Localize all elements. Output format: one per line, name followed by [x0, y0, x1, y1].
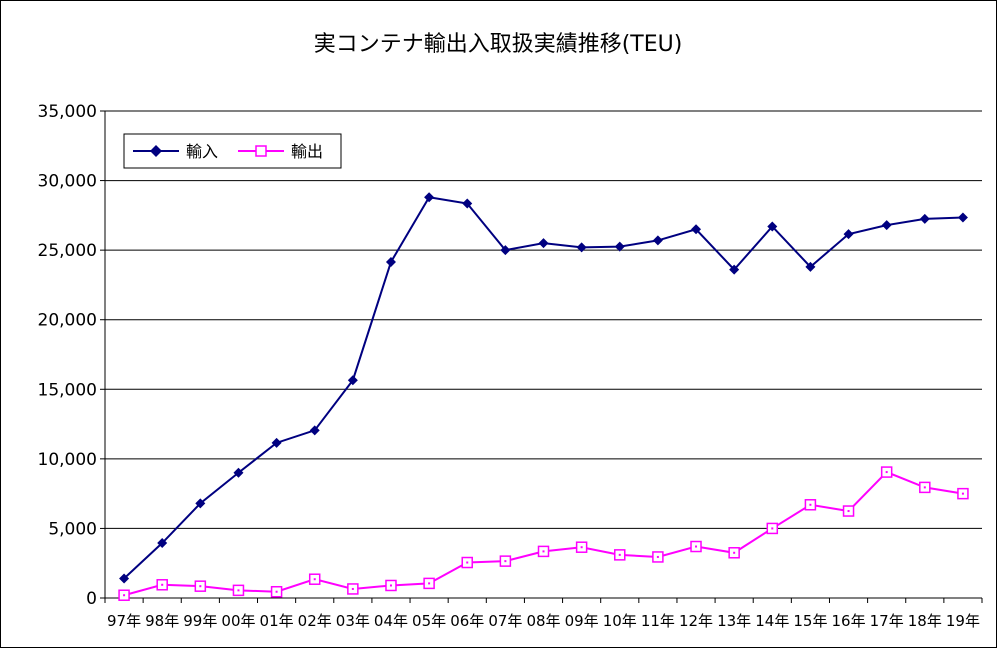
data-point-center: [771, 527, 774, 530]
data-point: [309, 425, 320, 436]
data-point-center: [656, 555, 659, 558]
data-point-center: [389, 584, 392, 587]
data-point: [881, 220, 892, 231]
data-point: [462, 198, 473, 209]
data-point: [424, 192, 435, 203]
y-tick-label: 20,000: [38, 311, 97, 331]
axes: [104, 111, 982, 599]
x-tick-label: 07年: [488, 612, 522, 630]
y-tick-label: 0: [86, 589, 97, 609]
data-point: [576, 242, 587, 253]
legend-marker-export: [255, 145, 267, 157]
data-point-center: [313, 578, 316, 581]
data-point-center: [733, 551, 736, 554]
data-point: [767, 221, 778, 232]
data-point: [233, 467, 244, 478]
data-point-center: [542, 550, 545, 553]
x-tick-label: 09年: [565, 612, 599, 630]
data-point-center: [695, 545, 698, 548]
y-tick-label: 35,000: [38, 102, 97, 122]
y-tick-label: 15,000: [38, 380, 97, 400]
legend: 輸入 輸出: [123, 133, 342, 169]
x-tick-label: 00年: [221, 612, 255, 630]
data-point-center: [123, 594, 126, 597]
data-point: [843, 229, 854, 240]
data-point: [157, 538, 168, 549]
series-lines: [118, 192, 969, 601]
x-tick-label: 13年: [717, 612, 751, 630]
data-point-center: [237, 589, 240, 592]
data-point-center: [809, 503, 812, 506]
data-point: [119, 573, 130, 584]
x-tick-label: 16年: [831, 612, 865, 630]
grid-lines: [105, 110, 982, 529]
legend-label-export: 輸出: [291, 142, 323, 161]
data-point: [347, 375, 358, 386]
data-point-center: [504, 560, 507, 563]
y-tick-label: 10,000: [38, 450, 97, 470]
x-tick-label: 03年: [336, 612, 370, 630]
x-tick-label: 98年: [145, 612, 179, 630]
data-point: [805, 261, 816, 272]
x-tick-label: 18年: [908, 612, 942, 630]
x-tick-label: 11年: [641, 612, 675, 630]
data-point-center: [161, 583, 164, 586]
x-tick-label: 14年: [755, 612, 789, 630]
data-point-center: [351, 587, 354, 590]
x-axis-ticks: 97年 98年 99年 00年 01年 02年 03年 04年 05年 06年 07年 08年 09年 1…: [104, 598, 983, 630]
data-point: [195, 498, 206, 509]
data-point-center: [580, 546, 583, 549]
data-point: [271, 437, 282, 448]
x-tick-label: 10年: [603, 612, 637, 630]
data-point-center: [923, 486, 926, 489]
data-point-center: [275, 590, 278, 593]
x-tick-label: 05年: [412, 612, 446, 630]
x-tick-label: 97年: [107, 612, 141, 630]
data-point-center: [199, 585, 202, 588]
chart-title: 実コンテナ輸出入取扱実績推移(TEU): [314, 32, 683, 57]
data-point: [957, 212, 968, 223]
data-point-center: [618, 553, 621, 556]
x-tick-label: 08年: [526, 612, 560, 630]
data-point: [500, 245, 511, 256]
y-tick-label: 5,000: [48, 519, 97, 539]
data-point: [614, 241, 625, 252]
y-tick-label: 30,000: [38, 172, 97, 192]
data-point: [729, 264, 740, 275]
data-point-center: [847, 510, 850, 513]
x-tick-label: 04年: [374, 612, 408, 630]
y-tick-label: 25,000: [38, 241, 97, 261]
x-tick-label: 12年: [679, 612, 713, 630]
y-axis-ticks: 0 5,000 10,000 15,000 20,000 25,000 30,000 35,0…: [38, 102, 105, 609]
x-tick-label: 15年: [793, 612, 827, 630]
data-point: [385, 256, 396, 267]
data-point-center: [961, 492, 964, 495]
x-tick-label: 01年: [260, 612, 294, 630]
x-tick-label: 06年: [450, 612, 484, 630]
x-tick-label: 17年: [870, 612, 904, 630]
data-point: [691, 224, 702, 235]
x-tick-label: 02年: [298, 612, 332, 630]
legend-marker-import: [150, 145, 162, 157]
legend-label-import: 輸入: [186, 142, 218, 161]
series-line-0: [123, 196, 963, 580]
data-point-center: [466, 561, 469, 564]
data-point: [919, 213, 930, 224]
data-point: [538, 238, 549, 249]
data-point-center: [885, 471, 888, 474]
data-point-center: [428, 582, 431, 585]
x-tick-label: 99年: [183, 612, 217, 630]
series-line-1: [123, 470, 964, 597]
data-point: [652, 235, 663, 246]
x-tick-label: 19年: [946, 612, 980, 630]
